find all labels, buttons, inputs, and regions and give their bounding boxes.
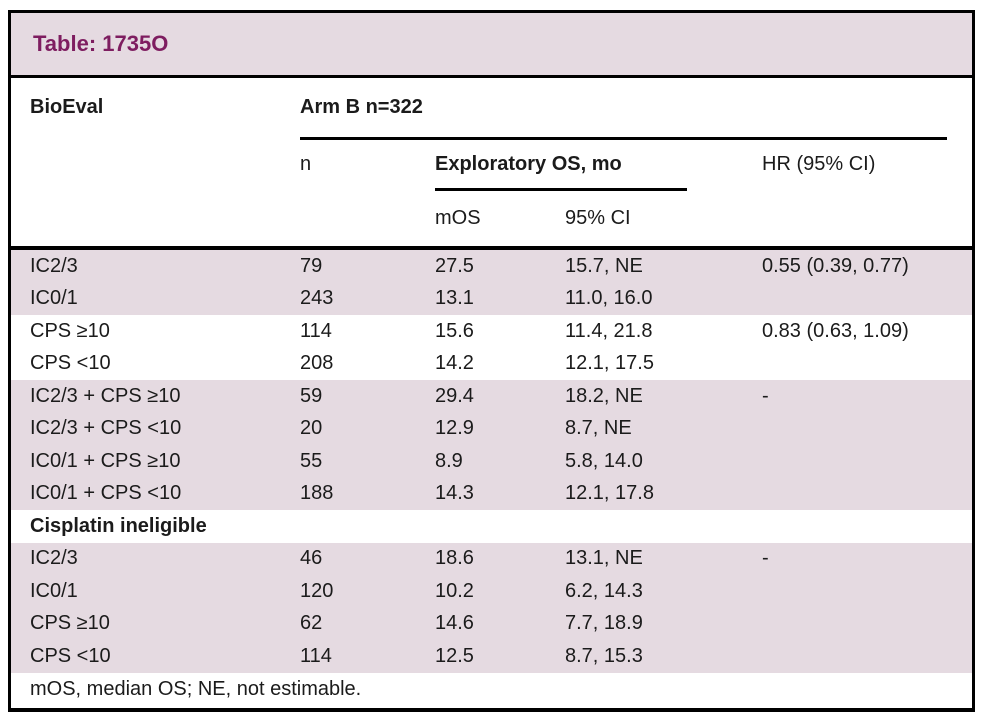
cell-n: 243 xyxy=(300,287,334,310)
cell-label: IC0/1 + CPS <10 xyxy=(30,482,182,505)
cell-mos: 14.2 xyxy=(435,352,474,375)
cell-mos: 27.5 xyxy=(435,254,474,277)
cell-label: IC0/1 xyxy=(30,579,78,602)
cell-mos: 13.1 xyxy=(435,287,474,310)
column-header-hr: HR (95% CI) xyxy=(762,152,876,175)
cell-label: IC2/3 xyxy=(30,547,78,570)
table-header: BioEval Arm B n=322 n Exploratory OS, mo… xyxy=(11,78,972,250)
cell-ci: 6.2, 14.3 xyxy=(565,579,643,602)
table-body: IC2/3 79 27.5 15.7, NE 0.55 (0.39, 0.77)… xyxy=(11,250,972,673)
column-header-mos: mOS xyxy=(435,207,481,229)
cell-label: IC2/3 + CPS <10 xyxy=(30,417,182,440)
cell-n: 188 xyxy=(300,482,334,505)
table-row: IC2/3 79 27.5 15.7, NE 0.55 (0.39, 0.77) xyxy=(11,250,972,283)
cell-n: 59 xyxy=(300,384,323,407)
cell-n: 79 xyxy=(300,254,323,277)
cell-label: CPS <10 xyxy=(30,352,111,375)
abstract-table: Table: 1735O BioEval Arm B n=322 n Explo… xyxy=(8,10,975,712)
cell-ci: 11.0, 16.0 xyxy=(565,287,653,310)
cell-ci: 18.2, NE xyxy=(565,384,643,407)
cell-n: 114 xyxy=(300,319,332,342)
cell-n: 46 xyxy=(300,547,323,570)
cell-n: 114 xyxy=(300,644,332,667)
os-span-rule-wrap xyxy=(11,188,972,191)
cell-label: CPS ≥10 xyxy=(30,612,110,635)
table-row: IC2/3 + CPS ≥10 59 29.4 18.2, NE - xyxy=(11,380,972,413)
column-header-bioeval: BioEval xyxy=(30,96,104,118)
arm-header: Arm B n=322 xyxy=(300,96,423,118)
column-header-95ci: 95% CI xyxy=(565,207,631,229)
cell-ci: 12.1, 17.5 xyxy=(565,352,654,375)
cell-ci: 15.7, NE xyxy=(565,254,643,277)
column-header-n: n xyxy=(300,152,312,175)
table-row: IC0/1 243 13.1 11.0, 16.0 xyxy=(11,282,972,315)
cell-ci: 13.1, NE xyxy=(565,547,643,570)
cell-n: 120 xyxy=(300,579,334,602)
cell-ci: 7.7, 18.9 xyxy=(565,612,643,635)
cell-label: IC0/1 xyxy=(30,287,78,310)
cell-ci: 11.4, 21.8 xyxy=(565,319,653,342)
table-row: IC2/3 46 18.6 13.1, NE - xyxy=(11,542,972,575)
table-row: Cisplatin ineligible xyxy=(11,510,972,543)
cell-mos: 15.6 xyxy=(435,319,474,342)
table-row: IC0/1 + CPS ≥10 55 8.9 5.8, 14.0 xyxy=(11,445,972,478)
table-footnote: mOS, median OS; NE, not estimable. xyxy=(30,677,362,700)
cell-label: IC0/1 + CPS ≥10 xyxy=(30,449,181,472)
os-span-rule xyxy=(435,188,687,191)
cell-hr: 0.55 (0.39, 0.77) xyxy=(762,254,909,277)
arm-span-rule-wrap xyxy=(11,137,972,140)
cell-mos: 29.4 xyxy=(435,384,474,407)
table-row: CPS <10 114 12.5 8.7, 15.3 xyxy=(11,640,972,673)
cell-label: IC2/3 + CPS ≥10 xyxy=(30,384,181,407)
cell-mos: 12.9 xyxy=(435,417,474,440)
header-row-groups: n Exploratory OS, mo HR (95% CI) xyxy=(11,140,972,188)
table-row: IC0/1 120 10.2 6.2, 14.3 xyxy=(11,575,972,608)
table-row: CPS ≥10 114 15.6 11.4, 21.8 0.83 (0.63, … xyxy=(11,315,972,348)
header-row-subcolumns: mOS 95% CI xyxy=(11,191,972,246)
cell-ci: 8.7, NE xyxy=(565,417,632,440)
column-header-exploratory-os: Exploratory OS, mo xyxy=(435,152,622,175)
table-row: CPS <10 208 14.2 12.1, 17.5 xyxy=(11,347,972,380)
cell-mos: 18.6 xyxy=(435,547,474,570)
cell-label: CPS ≥10 xyxy=(30,319,110,342)
cell-mos: 14.6 xyxy=(435,612,474,635)
table-footnote-bar: mOS, median OS; NE, not estimable. xyxy=(11,672,972,706)
cell-mos: 8.9 xyxy=(435,449,463,472)
cell-ci: 12.1, 17.8 xyxy=(565,482,654,505)
cell-label: CPS <10 xyxy=(30,644,111,667)
cell-label: Cisplatin ineligible xyxy=(30,514,207,537)
cell-hr: - xyxy=(762,547,769,570)
arm-span-rule xyxy=(300,137,947,140)
table-title-bar: Table: 1735O xyxy=(11,13,972,78)
cell-mos: 14.3 xyxy=(435,482,474,505)
table-row: IC0/1 + CPS <10 188 14.3 12.1, 17.8 xyxy=(11,477,972,510)
cell-mos: 10.2 xyxy=(435,579,474,602)
cell-hr: - xyxy=(762,384,769,407)
cell-n: 208 xyxy=(300,352,334,375)
cell-n: 20 xyxy=(300,417,323,440)
cell-label: IC2/3 xyxy=(30,254,78,277)
cell-n: 55 xyxy=(300,449,323,472)
cell-mos: 12.5 xyxy=(435,644,474,667)
cell-ci: 5.8, 14.0 xyxy=(565,449,643,472)
header-row-arm: BioEval Arm B n=322 xyxy=(11,78,972,137)
table-row: CPS ≥10 62 14.6 7.7, 18.9 xyxy=(11,607,972,640)
table-title: Table: 1735O xyxy=(33,31,169,56)
table-row: IC2/3 + CPS <10 20 12.9 8.7, NE xyxy=(11,412,972,445)
cell-n: 62 xyxy=(300,612,323,635)
cell-ci: 8.7, 15.3 xyxy=(565,644,643,667)
cell-hr: 0.83 (0.63, 1.09) xyxy=(762,319,909,342)
